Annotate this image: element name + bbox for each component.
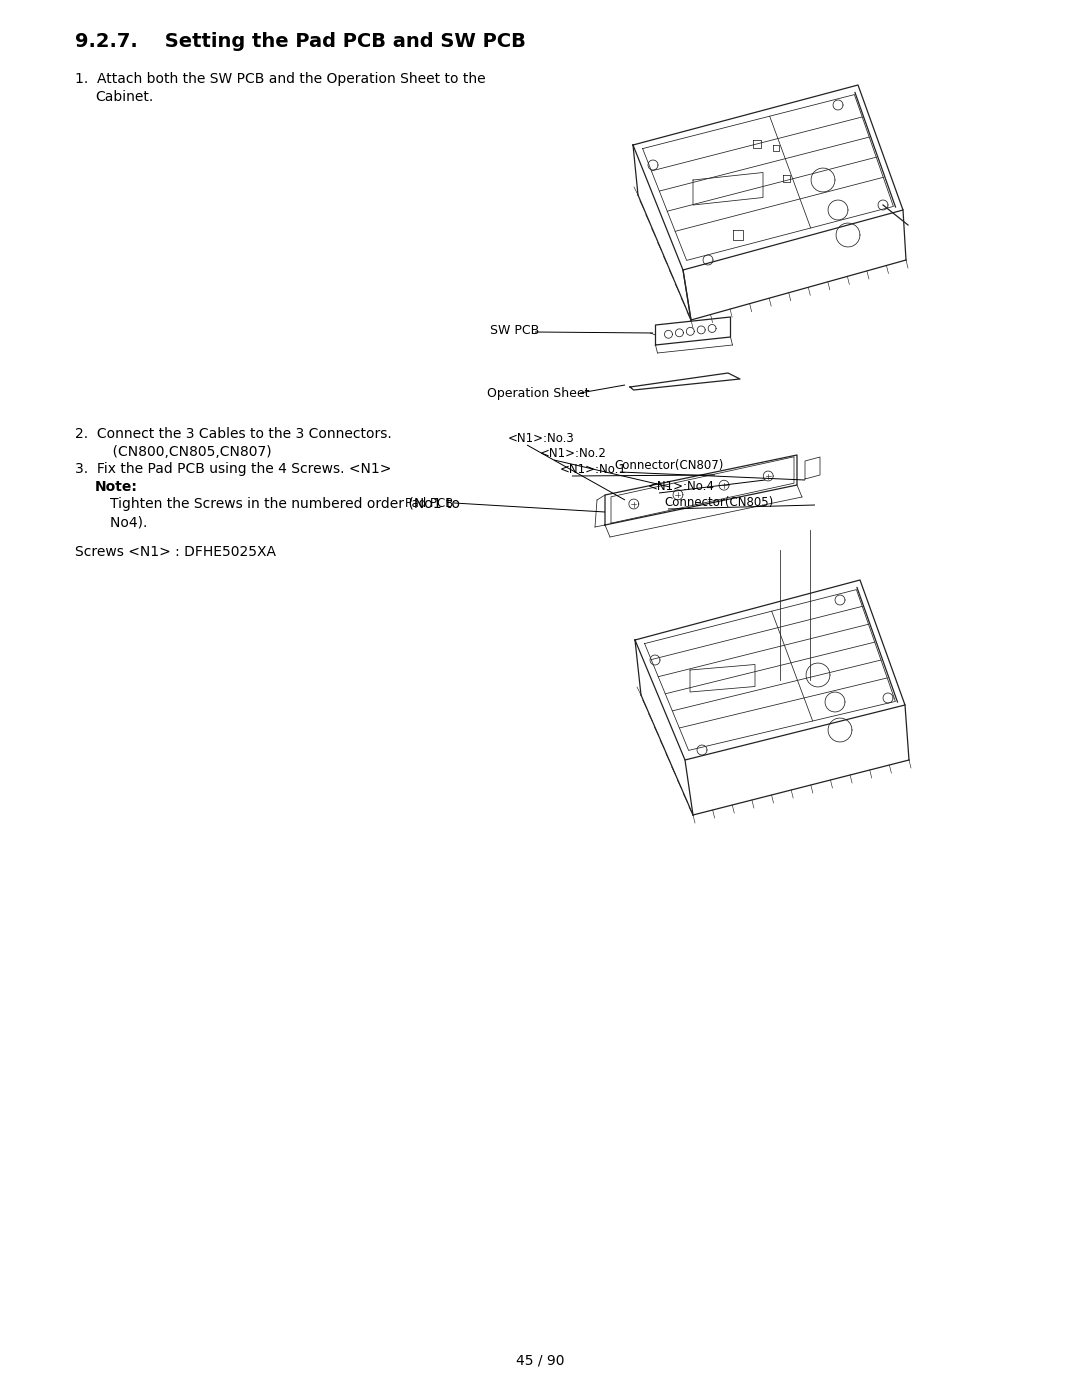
Text: <N1>:No.1: <N1>:No.1 bbox=[561, 462, 626, 476]
Text: Tighten the Screws in the numbered order (No1 to: Tighten the Screws in the numbered order… bbox=[75, 497, 460, 511]
Text: <N1>:No.3: <N1>:No.3 bbox=[508, 432, 575, 446]
Text: <N1>:No.4: <N1>:No.4 bbox=[648, 481, 715, 493]
Text: 1.  Attach both the SW PCB and the Operation Sheet to the: 1. Attach both the SW PCB and the Operat… bbox=[75, 73, 486, 87]
Text: No4).: No4). bbox=[75, 515, 147, 529]
Text: <N1>:No.2: <N1>:No.2 bbox=[540, 447, 607, 460]
Text: (CN800,CN805,CN807): (CN800,CN805,CN807) bbox=[95, 446, 272, 460]
Text: 3.  Fix the Pad PCB using the 4 Screws. <N1>: 3. Fix the Pad PCB using the 4 Screws. <… bbox=[75, 462, 391, 476]
Text: 45 / 90: 45 / 90 bbox=[516, 1354, 564, 1368]
Text: Connector(CN807): Connector(CN807) bbox=[615, 460, 724, 472]
Text: Connector(CN805): Connector(CN805) bbox=[664, 496, 773, 509]
Text: Pad PCB: Pad PCB bbox=[405, 497, 453, 510]
Text: 9.2.7.    Setting the Pad PCB and SW PCB: 9.2.7. Setting the Pad PCB and SW PCB bbox=[75, 32, 526, 52]
Text: 2.  Connect the 3 Cables to the 3 Connectors.: 2. Connect the 3 Cables to the 3 Connect… bbox=[75, 427, 392, 441]
Text: Note:: Note: bbox=[95, 481, 138, 495]
Text: Operation Sheet: Operation Sheet bbox=[487, 387, 590, 400]
Text: SW PCB: SW PCB bbox=[490, 324, 539, 337]
Text: Cabinet.: Cabinet. bbox=[95, 89, 153, 103]
Text: Screws <N1> : DFHE5025XA: Screws <N1> : DFHE5025XA bbox=[75, 545, 276, 559]
